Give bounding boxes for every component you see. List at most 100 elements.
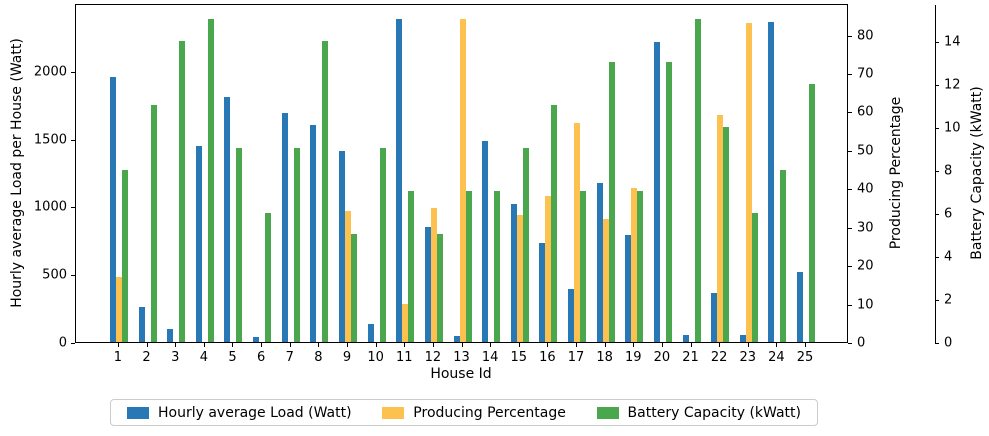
bar-load-house-25: [797, 271, 804, 342]
x-tick: [776, 343, 778, 347]
bar-producing-house-11: [402, 303, 409, 342]
legend-swatch-load: [127, 406, 149, 419]
y-right1-tick-label: 30: [857, 220, 874, 236]
x-tick-label: 3: [171, 350, 180, 365]
x-tick-label: 18: [596, 350, 613, 365]
bar-load-house-1: [109, 76, 116, 342]
bar-battery-house-21: [694, 19, 701, 342]
y-left-tick-label: 2000: [33, 64, 67, 80]
y-axis-label-battery-capacity: Battery Capacity (kWatt): [969, 86, 985, 260]
y-right2-tick-label: 6: [944, 206, 953, 222]
y-left-tick-label: 0: [58, 335, 67, 351]
bar-battery-house-14: [494, 191, 501, 342]
x-tick-label: 19: [624, 350, 642, 365]
y-right2-tick: [935, 256, 939, 258]
y-right1-tick-label: 40: [857, 181, 874, 197]
y-left-tick-label: 500: [42, 267, 67, 283]
x-tick-label: 12: [424, 350, 442, 365]
bar-battery-house-6: [265, 212, 272, 342]
y-right2-tick-label: 14: [944, 34, 961, 50]
y-right1-tick: [848, 73, 852, 75]
x-tick-label: 24: [768, 350, 785, 365]
legend-item-battery: Battery Capacity (kWatt): [596, 405, 801, 421]
bar-battery-house-12: [436, 234, 443, 342]
bar-producing-house-18: [602, 219, 609, 342]
bar-producing-house-12: [430, 207, 437, 342]
x-tick: [461, 343, 463, 347]
bar-producing-house-13: [459, 19, 466, 342]
y-right1-tick: [848, 266, 852, 268]
y-right2-tick-label: 2: [944, 292, 953, 308]
x-tick-label: 15: [510, 350, 528, 365]
legend-item-load: Hourly average Load (Watt): [127, 405, 352, 421]
y-right2-spine: [935, 5, 936, 343]
bar-battery-house-17: [580, 191, 587, 342]
bar-battery-house-15: [522, 148, 529, 342]
bar-producing-house-9: [344, 211, 351, 342]
x-axis-label: House Id: [430, 366, 492, 382]
bar-load-house-18: [596, 182, 603, 342]
y-right1-tick-label: 10: [857, 297, 874, 313]
legend-swatch-battery: [596, 406, 619, 419]
bar-battery-house-16: [551, 105, 558, 342]
y-left-tick: [71, 139, 75, 141]
y-right2-tick-label: 12: [944, 77, 961, 93]
bar-load-house-11: [396, 19, 403, 342]
bar-battery-house-20: [665, 62, 672, 342]
legend-item-producing: Producing Percentage: [382, 405, 566, 421]
x-tick-label: 22: [710, 350, 728, 365]
bar-load-house-19: [625, 234, 632, 342]
bar-battery-house-2: [150, 105, 157, 342]
bar-producing-house-22: [717, 115, 724, 342]
y-right1-tick-label: 70: [857, 66, 874, 82]
x-tick-label: 16: [539, 350, 556, 365]
x-tick-label: 10: [367, 350, 384, 365]
x-tick: [232, 343, 234, 347]
x-tick-label: 23: [739, 350, 757, 365]
y-left-tick: [71, 207, 75, 209]
bar-battery-house-23: [751, 212, 758, 342]
bar-load-house-21: [682, 334, 689, 342]
y-left-tick: [71, 71, 75, 73]
x-tick: [318, 343, 320, 347]
x-tick: [117, 343, 119, 347]
y-right1-tick-label: 0: [857, 335, 866, 351]
x-tick-label: 21: [682, 350, 699, 365]
bar-load-house-4: [195, 146, 202, 342]
x-tick: [490, 343, 492, 347]
bar-load-house-8: [310, 125, 317, 342]
y-right1-tick: [848, 189, 852, 191]
bar-battery-house-10: [379, 148, 386, 342]
x-tick-label: 14: [481, 350, 499, 365]
legend-label-load: Hourly average Load (Watt): [158, 404, 352, 421]
x-tick: [633, 343, 635, 347]
y-right2-tick: [935, 213, 939, 215]
x-tick: [261, 343, 263, 347]
y-axis-label-producing-percentage: Producing Percentage: [888, 96, 904, 250]
bar-battery-house-7: [293, 148, 300, 342]
bar-battery-house-8: [322, 40, 329, 342]
x-tick-label: 1: [113, 350, 123, 365]
bar-producing-house-17: [574, 122, 581, 342]
bar-load-house-15: [510, 203, 517, 342]
bar-load-house-16: [539, 243, 546, 342]
y-right1-tick-label: 50: [857, 143, 874, 159]
bar-battery-house-24: [780, 169, 787, 342]
x-tick-label: 17: [567, 350, 585, 365]
bar-battery-house-3: [179, 40, 186, 342]
bar-battery-house-25: [809, 83, 816, 342]
bar-load-house-23: [739, 335, 746, 342]
y-left-tick-label: 1000: [33, 199, 67, 215]
x-tick: [747, 343, 749, 347]
y-right2-tick-label: 0: [944, 335, 953, 351]
legend-swatch-producing: [382, 406, 405, 419]
bar-battery-house-22: [723, 126, 730, 342]
y-right2-tick: [935, 343, 939, 344]
x-tick: [175, 343, 177, 347]
legend-label-producing: Producing Percentage: [413, 404, 566, 421]
y-right1-tick-label: 80: [857, 28, 874, 44]
x-tick: [203, 343, 205, 347]
bar-load-house-13: [453, 335, 460, 342]
y-left-tick-label: 1500: [33, 132, 67, 148]
x-tick: [547, 343, 549, 347]
